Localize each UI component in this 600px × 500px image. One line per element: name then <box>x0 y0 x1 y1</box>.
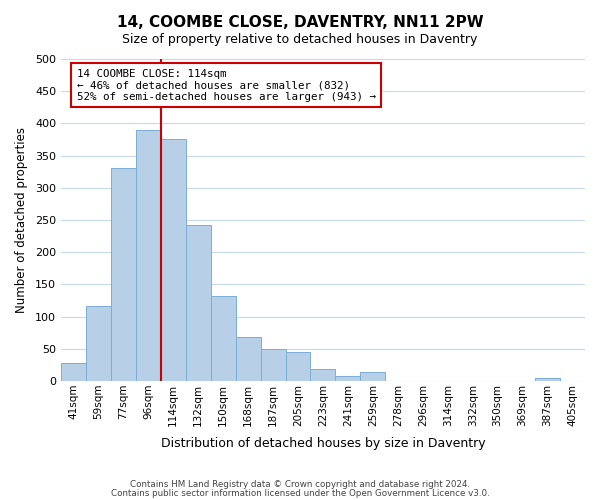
Bar <box>310 370 335 381</box>
Text: 14, COOMBE CLOSE, DAVENTRY, NN11 2PW: 14, COOMBE CLOSE, DAVENTRY, NN11 2PW <box>116 15 484 30</box>
Bar <box>161 139 186 381</box>
Bar <box>335 376 361 381</box>
Text: Contains HM Land Registry data © Crown copyright and database right 2024.: Contains HM Land Registry data © Crown c… <box>130 480 470 489</box>
Bar <box>111 168 136 381</box>
Bar <box>236 337 260 381</box>
Bar <box>361 372 385 381</box>
Y-axis label: Number of detached properties: Number of detached properties <box>15 127 28 313</box>
Bar <box>535 378 560 381</box>
Bar <box>86 306 111 381</box>
Bar <box>136 130 161 381</box>
Bar <box>211 296 236 381</box>
Text: 14 COOMBE CLOSE: 114sqm
← 46% of detached houses are smaller (832)
52% of semi-d: 14 COOMBE CLOSE: 114sqm ← 46% of detache… <box>77 68 376 102</box>
Bar <box>260 349 286 381</box>
X-axis label: Distribution of detached houses by size in Daventry: Distribution of detached houses by size … <box>161 437 485 450</box>
Bar <box>61 363 86 381</box>
Text: Size of property relative to detached houses in Daventry: Size of property relative to detached ho… <box>122 32 478 46</box>
Bar <box>186 225 211 381</box>
Bar <box>286 352 310 381</box>
Text: Contains public sector information licensed under the Open Government Licence v3: Contains public sector information licen… <box>110 488 490 498</box>
